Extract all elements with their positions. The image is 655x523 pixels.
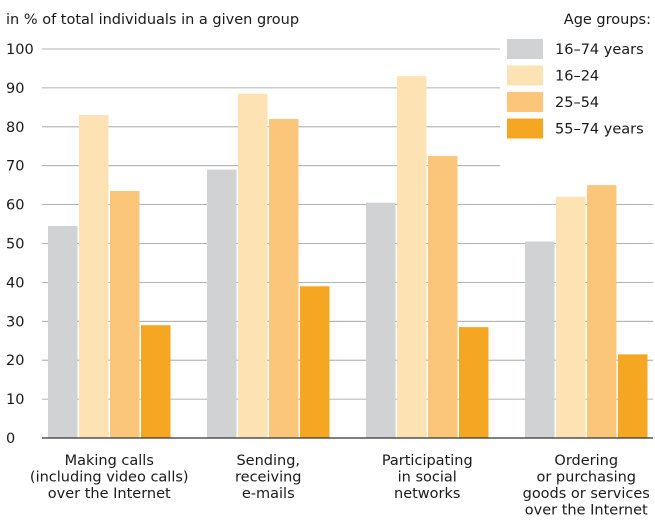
bar xyxy=(525,241,555,438)
y-tick-label: 30 xyxy=(6,314,24,330)
bar xyxy=(269,119,299,439)
y-tick-label: 100 xyxy=(6,42,34,58)
legend-label: 55–74 years xyxy=(555,122,644,138)
bar xyxy=(587,185,617,438)
bar xyxy=(459,327,489,438)
y-axis-ticks: 0 10 20 30 40 50 60 70 80 90 100 xyxy=(6,42,34,447)
bars xyxy=(48,76,648,439)
legend-label: 25–54 xyxy=(555,95,599,111)
bar xyxy=(48,225,78,438)
category-label: Ordering or purchasing goods or services ov… xyxy=(523,453,650,519)
bar xyxy=(556,196,586,438)
legend-label: 16–74 years xyxy=(555,42,644,58)
bar xyxy=(238,93,268,439)
legend-swatch xyxy=(507,65,543,86)
bar xyxy=(397,76,427,438)
bar xyxy=(110,190,140,438)
legend-swatch xyxy=(507,118,543,139)
y-tick-label: 0 xyxy=(6,431,15,447)
category-label: Sending, receiving e-mails xyxy=(235,453,302,502)
bar xyxy=(207,169,237,438)
category-label: Participating in social networks xyxy=(382,453,473,502)
bar xyxy=(428,155,458,438)
y-tick-label: 70 xyxy=(6,159,24,175)
y-tick-label: 50 xyxy=(6,237,24,253)
y-tick-label: 60 xyxy=(6,198,24,214)
bar xyxy=(300,286,330,438)
y-tick-label: 80 xyxy=(6,120,24,136)
legend-swatch xyxy=(507,39,543,59)
y-tick-label: 20 xyxy=(6,353,24,369)
legend-title: Age groups: xyxy=(564,12,651,28)
bar xyxy=(79,115,109,438)
y-axis-label: in % of total individuals in a given gro… xyxy=(6,12,299,28)
legend: 16–74 years 16–24 25–54 55–74 years xyxy=(507,39,644,139)
y-tick-label: 10 xyxy=(6,392,24,408)
legend-label: 16–24 xyxy=(555,69,599,85)
y-tick-label: 90 xyxy=(6,81,24,97)
legend-swatch xyxy=(507,92,543,112)
bar xyxy=(618,354,648,438)
category-label: Making calls (including video calls) over … xyxy=(30,453,189,502)
bar xyxy=(141,325,171,438)
y-tick-label: 40 xyxy=(6,275,24,291)
category-labels: Making calls (including video calls) over … xyxy=(30,453,650,519)
bar xyxy=(366,202,396,438)
